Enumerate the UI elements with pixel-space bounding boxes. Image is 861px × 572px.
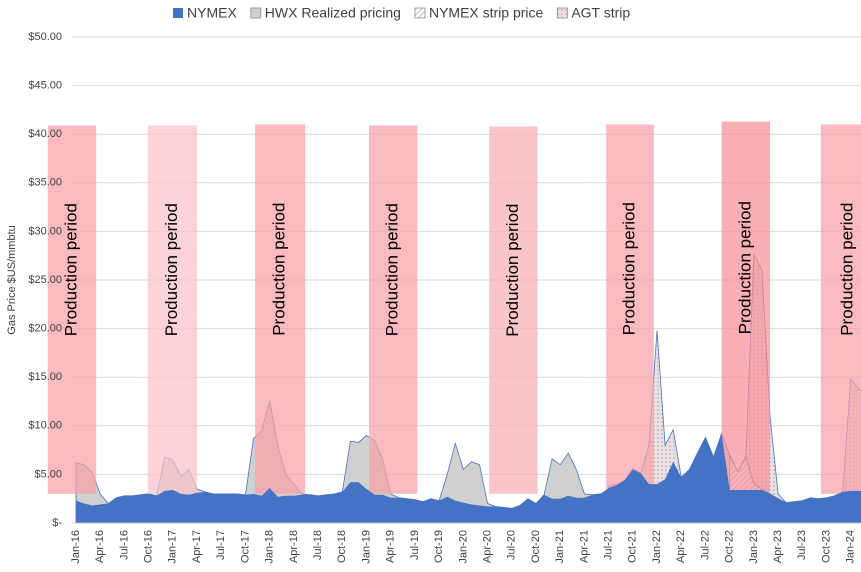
x-tick-label: Jan-21 [554, 530, 566, 564]
legend-swatch [250, 7, 262, 19]
x-tick-label: Apr-19 [385, 530, 397, 563]
production-band [368, 125, 418, 494]
area [76, 433, 861, 523]
y-tick-label: $- [52, 517, 62, 529]
y-tick-label: $15.00 [28, 371, 62, 383]
legend-swatch [173, 8, 183, 18]
legend-label: AGT strip [571, 5, 630, 21]
band-label: Production period [270, 203, 289, 336]
x-tick-label: Jul-23 [796, 530, 808, 560]
production-band [47, 125, 97, 494]
production-band [820, 124, 861, 494]
band-label: Production period [837, 203, 856, 336]
production-band [606, 124, 654, 493]
x-tick-label: Jul-22 [699, 530, 711, 560]
x-tick-label: Jan-22 [651, 530, 663, 564]
x-tick-label: Oct-22 [724, 530, 736, 563]
legend-label: NYMEX strip price [429, 5, 544, 21]
x-tick-label: Apr-22 [675, 530, 687, 563]
band-label: Production period [383, 203, 402, 336]
y-axis-label: Gas Price $US/mmbtu [6, 225, 18, 334]
production-band [147, 125, 198, 494]
x-tick-label: Apr-23 [772, 530, 784, 563]
production-band [489, 126, 538, 494]
band-label: Production period [735, 201, 754, 334]
y-tick-label: $35.00 [28, 177, 62, 189]
x-tick-label: Apr-20 [481, 530, 493, 563]
band-label: Production period [503, 203, 522, 336]
x-tick-label: Apr-21 [578, 530, 590, 563]
y-tick-label: $25.00 [28, 274, 62, 286]
plot: Production period Production period Produc… [47, 36, 861, 524]
x-tick-label: Oct-21 [627, 530, 639, 563]
band-label: Production period [61, 203, 80, 336]
legend-label: NYMEX [187, 5, 237, 21]
x-tick-label: Jan-19 [360, 530, 372, 564]
legend-swatch [556, 7, 568, 19]
x-tick-label: Jan-16 [70, 530, 82, 564]
x-tick-label: Oct-16 [143, 530, 155, 563]
x-tick-label: Apr-17 [191, 530, 203, 563]
legend-swatch [414, 7, 426, 19]
x-tick-label: Jan-18 [264, 530, 276, 564]
y-tick-label: $40.00 [28, 128, 62, 140]
production-band [721, 121, 771, 494]
y-tick-label: $10.00 [28, 420, 62, 432]
y-tick-label: $30.00 [28, 225, 62, 237]
x-tick-label: Jan-24 [845, 530, 857, 564]
x-tick-label: Oct-19 [433, 530, 445, 563]
x-tick-label: Jul-19 [409, 530, 421, 560]
production-band [255, 124, 306, 494]
y-tick-label: $5.00 [34, 468, 62, 480]
band-label: Production period [162, 203, 181, 336]
x-tick-label: Oct-23 [820, 530, 832, 563]
x-tick-label: Oct-20 [530, 530, 542, 563]
x-tick-label: Jan-17 [167, 530, 179, 564]
x-tick-label: Jul-17 [215, 530, 227, 560]
x-tick-label: Apr-18 [288, 530, 300, 563]
x-tick-label: Jan-23 [748, 530, 760, 564]
x-tick-label: Jul-20 [506, 530, 518, 560]
y-tick-label: $20.00 [28, 323, 62, 335]
x-tick-label: Apr-16 [94, 530, 106, 563]
legend-label: HWX Realized pricing [265, 5, 401, 21]
x-tick-label: Jul-16 [118, 530, 130, 560]
y-tick-label: $50.00 [28, 31, 62, 43]
x-tick-label: Jul-21 [603, 530, 615, 560]
y-tick-label: $45.00 [28, 80, 62, 92]
band-label: Production period [619, 202, 638, 335]
x-tick-label: Oct-17 [239, 530, 251, 563]
x-tick-label: Jan-20 [457, 530, 469, 564]
x-tick-label: Jul-18 [312, 530, 324, 560]
x-tick-label: Oct-18 [336, 530, 348, 563]
